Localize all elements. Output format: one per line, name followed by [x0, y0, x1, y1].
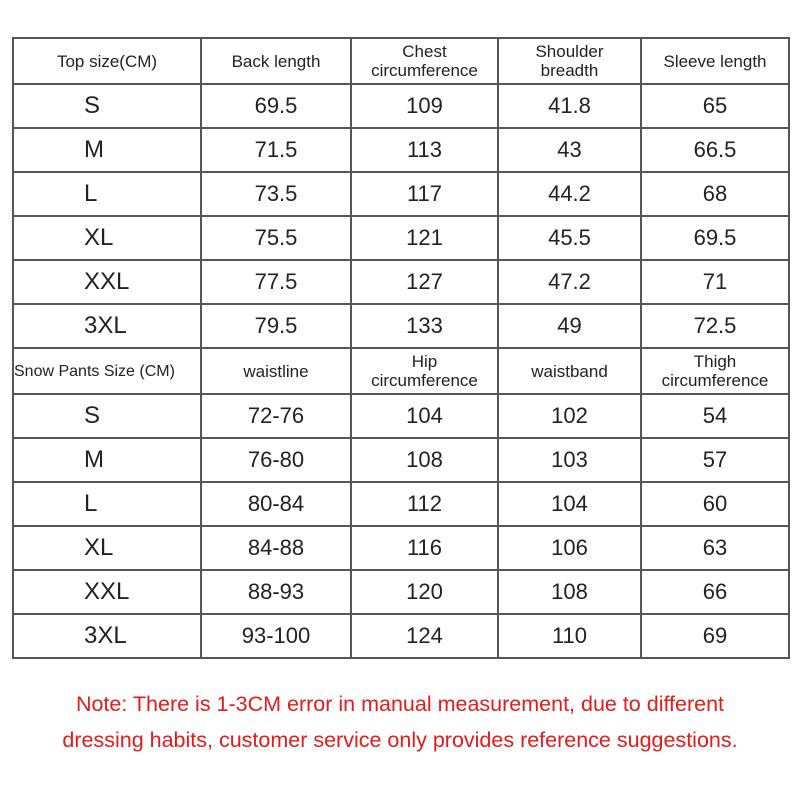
- value-cell: 69: [640, 613, 790, 659]
- data-row: 3XL 79.5 133 49 72.5: [12, 303, 790, 349]
- value-cell: 109: [350, 83, 499, 129]
- value-cell: 80-84: [200, 481, 352, 527]
- value-cell: 72-76: [200, 393, 352, 439]
- value-cell: 63: [640, 525, 790, 571]
- value-cell: 47.2: [497, 259, 642, 305]
- value-cell: 66.5: [640, 127, 790, 173]
- header-text: circumference: [371, 371, 478, 390]
- header-text: breadth: [540, 61, 599, 80]
- value-cell: 88-93: [200, 569, 352, 615]
- pants-size-table: Snow Pants Size (CM) waistline Hip circumfe…: [12, 347, 790, 659]
- value-cell: 71: [640, 259, 790, 305]
- header-row: Snow Pants Size (CM) waistline Hip circumfe…: [12, 347, 790, 395]
- value-cell: 127: [350, 259, 499, 305]
- size-cell: M: [12, 437, 202, 483]
- size-cell: S: [12, 393, 202, 439]
- value-cell: 77.5: [200, 259, 352, 305]
- header-text: Chest: [402, 42, 447, 61]
- size-cell: M: [12, 127, 202, 173]
- size-cell: 3XL: [12, 303, 202, 349]
- header-cell: Top size(CM): [12, 37, 202, 85]
- data-row: 3XL 93-100 124 110 69: [12, 613, 790, 659]
- note-line: dressing habits, customer service only p…: [62, 728, 738, 752]
- value-cell: 93-100: [200, 613, 352, 659]
- value-cell: 108: [497, 569, 642, 615]
- value-cell: 73.5: [200, 171, 352, 217]
- data-row: L 80-84 112 104 60: [12, 481, 790, 527]
- value-cell: 108: [350, 437, 499, 483]
- size-cell: L: [12, 481, 202, 527]
- value-cell: 43: [497, 127, 642, 173]
- header-cell: Thigh circumference: [640, 347, 790, 395]
- value-cell: 120: [350, 569, 499, 615]
- value-cell: 117: [350, 171, 499, 217]
- value-cell: 112: [350, 481, 499, 527]
- note-line: Note: There is 1-3CM error in manual mea…: [75, 692, 725, 716]
- size-cell: S: [12, 83, 202, 129]
- value-cell: 45.5: [497, 215, 642, 261]
- value-cell: 104: [350, 393, 499, 439]
- value-cell: 84-88: [200, 525, 352, 571]
- value-cell: 71.5: [200, 127, 352, 173]
- value-cell: 65: [640, 83, 790, 129]
- data-row: S 69.5 109 41.8 65: [12, 83, 790, 129]
- value-cell: 124: [350, 613, 499, 659]
- size-cell: L: [12, 171, 202, 217]
- size-cell: XXL: [12, 259, 202, 305]
- value-cell: 110: [497, 613, 642, 659]
- header-text: Hip: [411, 352, 438, 371]
- value-cell: 69.5: [640, 215, 790, 261]
- value-cell: 68: [640, 171, 790, 217]
- value-cell: 54: [640, 393, 790, 439]
- value-cell: 116: [350, 525, 499, 571]
- value-cell: 57: [640, 437, 790, 483]
- header-cell: Snow Pants Size (CM): [12, 347, 202, 395]
- data-row: XL 84-88 116 106 63: [12, 525, 790, 571]
- value-cell: 113: [350, 127, 499, 173]
- header-text: Shoulder: [535, 42, 604, 61]
- header-cell: Shoulder breadth: [497, 37, 642, 85]
- header-cell: waistband: [497, 347, 642, 395]
- data-row: XXL 88-93 120 108 66: [12, 569, 790, 615]
- header-cell: Chest circumference: [350, 37, 499, 85]
- size-cell: XL: [12, 525, 202, 571]
- size-cell: 3XL: [12, 613, 202, 659]
- header-cell: Sleeve length: [640, 37, 790, 85]
- data-row: L 73.5 117 44.2 68: [12, 171, 790, 217]
- value-cell: 102: [497, 393, 642, 439]
- size-cell: XL: [12, 215, 202, 261]
- value-cell: 69.5: [200, 83, 352, 129]
- header-cell: Hip circumference: [350, 347, 499, 395]
- value-cell: 133: [350, 303, 499, 349]
- value-cell: 49: [497, 303, 642, 349]
- header-cell: Back length: [200, 37, 352, 85]
- header-text: Thigh: [693, 352, 737, 371]
- value-cell: 79.5: [200, 303, 352, 349]
- value-cell: 121: [350, 215, 499, 261]
- data-row: S 72-76 104 102 54: [12, 393, 790, 439]
- size-cell: XXL: [12, 569, 202, 615]
- header-text: circumference: [661, 371, 769, 390]
- data-row: M 76-80 108 103 57: [12, 437, 790, 483]
- value-cell: 66: [640, 569, 790, 615]
- header-row: Top size(CM) Back length Chest circumferenc…: [12, 37, 790, 85]
- header-text: circumference: [371, 61, 478, 80]
- value-cell: 75.5: [200, 215, 352, 261]
- top-size-table: Top size(CM) Back length Chest circumferenc…: [12, 37, 790, 349]
- value-cell: 60: [640, 481, 790, 527]
- value-cell: 76-80: [200, 437, 352, 483]
- value-cell: 72.5: [640, 303, 790, 349]
- value-cell: 44.2: [497, 171, 642, 217]
- header-cell: waistline: [200, 347, 352, 395]
- value-cell: 106: [497, 525, 642, 571]
- value-cell: 103: [497, 437, 642, 483]
- value-cell: 41.8: [497, 83, 642, 129]
- data-row: XXL 77.5 127 47.2 71: [12, 259, 790, 305]
- value-cell: 104: [497, 481, 642, 527]
- data-row: XL 75.5 121 45.5 69.5: [12, 215, 790, 261]
- data-row: M 71.5 113 43 66.5: [12, 127, 790, 173]
